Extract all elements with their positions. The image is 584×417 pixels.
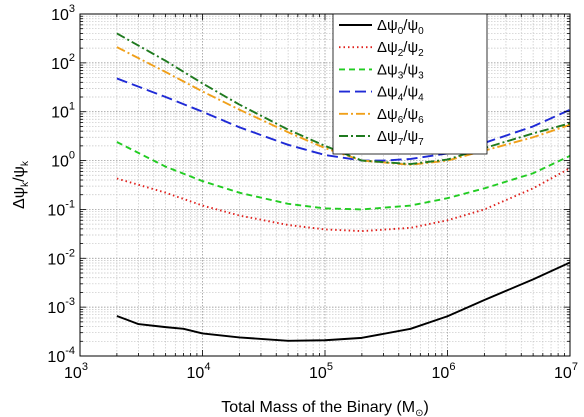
y-tick-label: 10-4 bbox=[47, 345, 75, 366]
x-axis-label: Total Mass of the Binary (M⊙) bbox=[221, 399, 429, 417]
y-tick-label: 10-2 bbox=[47, 247, 75, 268]
y-tick-label: 10-1 bbox=[47, 198, 75, 219]
legend-label-3: Δψ4/ψ4 bbox=[377, 84, 424, 104]
y-tick-label: 103 bbox=[51, 3, 75, 24]
legend-label-0: Δψ0/ψ0 bbox=[377, 17, 424, 37]
legend-label-5: Δψ7/ψ7 bbox=[377, 128, 424, 148]
y-tick-label: 10-3 bbox=[47, 296, 75, 317]
legend-label-2: Δψ3/ψ3 bbox=[377, 61, 424, 81]
series-line-0 bbox=[116, 261, 570, 342]
grid-lines bbox=[79, 13, 571, 357]
y-tick-labels: 10-4 10-3 10-2 10-1 100 101 102 103 bbox=[47, 3, 75, 366]
y-tick-label: 102 bbox=[51, 52, 75, 73]
series-line-2 bbox=[116, 141, 570, 211]
x-tick-label: 106 bbox=[432, 361, 456, 382]
y-tick-label: 100 bbox=[51, 150, 75, 171]
legend-label-1: Δψ2/ψ2 bbox=[377, 39, 424, 59]
y-axis-label: Δψk/ψk bbox=[11, 160, 31, 209]
x-tick-label: 104 bbox=[187, 361, 211, 382]
legend-label-4: Δψ6/ψ6 bbox=[377, 106, 424, 126]
x-tick-label: 107 bbox=[554, 361, 578, 382]
x-tick-label: 103 bbox=[64, 361, 88, 382]
x-tick-label: 105 bbox=[309, 361, 333, 382]
legend-box bbox=[332, 13, 488, 155]
y-tick-label: 101 bbox=[51, 101, 75, 122]
x-tick-labels: 103 104 105 106 107 bbox=[64, 361, 578, 382]
